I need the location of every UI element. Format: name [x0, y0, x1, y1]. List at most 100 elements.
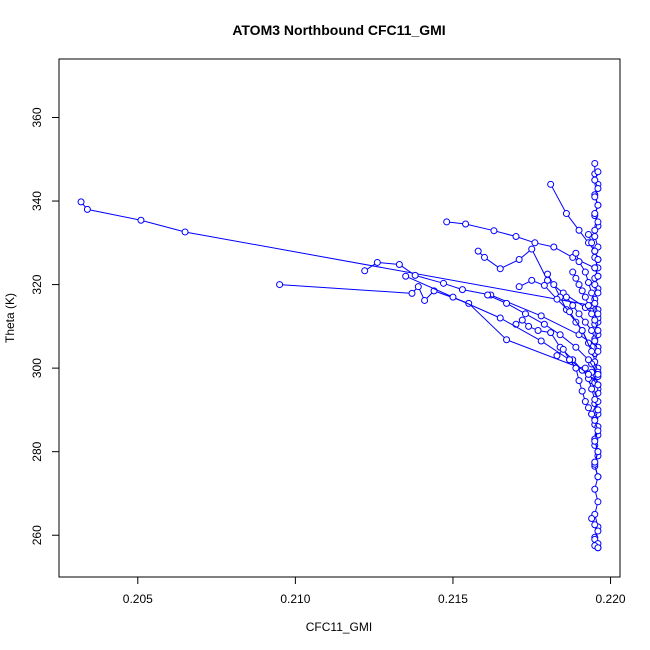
data-point [591, 485, 599, 493]
data-point [588, 385, 596, 393]
series-line [556, 348, 596, 419]
data-point [575, 258, 583, 266]
data-point [591, 193, 599, 201]
x-axis: 0.205 0.210 0.215 0.220 [123, 576, 626, 606]
data-point [83, 205, 91, 213]
data-point [562, 293, 570, 301]
data-point [559, 345, 567, 353]
data-point [395, 261, 403, 269]
data-point [594, 544, 602, 552]
data-point [550, 281, 558, 289]
y-tick-label: 360 [30, 107, 44, 127]
data-point [588, 327, 596, 335]
data-point [591, 521, 599, 529]
data-point [496, 314, 504, 322]
data-point [569, 301, 577, 309]
data-point [591, 210, 599, 218]
data-point [474, 247, 482, 255]
series-2 [361, 258, 602, 351]
data-point [525, 322, 533, 330]
data-point [575, 281, 583, 289]
data-point [594, 427, 602, 435]
data-point [550, 243, 558, 251]
data-point [588, 515, 596, 523]
series-0 [77, 198, 602, 326]
data-point [578, 387, 586, 395]
data-point [591, 458, 599, 466]
data-point [518, 316, 526, 324]
data-point [528, 245, 536, 253]
data-point [591, 437, 599, 445]
data-point [591, 395, 599, 403]
data-point [521, 310, 529, 318]
data-point [584, 404, 592, 412]
x-tick-label: 0.215 [438, 592, 468, 606]
data-point [575, 226, 583, 234]
data-point [484, 291, 492, 299]
data-point [449, 293, 457, 301]
x-tick-label: 0.210 [280, 592, 310, 606]
data-point [402, 272, 410, 280]
data-point [594, 370, 602, 378]
x-axis-label: CFC11_GMI [306, 620, 372, 634]
data-point [537, 337, 545, 345]
data-point [591, 159, 599, 167]
series-line [550, 184, 599, 260]
data-point [443, 218, 451, 226]
data-point [547, 329, 555, 337]
data-point [594, 201, 602, 209]
data-point [503, 336, 511, 344]
y-tick-label: 320 [30, 274, 44, 294]
series-line [584, 367, 599, 463]
data-point [411, 271, 419, 279]
chart-title: ATOM3 Northbound CFC11_GMI [232, 22, 445, 38]
data-point [575, 377, 583, 385]
series-20 [402, 272, 602, 389]
data-point [591, 233, 599, 241]
data-point [556, 331, 564, 339]
data-point [531, 239, 539, 247]
plot-frame [58, 58, 621, 578]
data-point [591, 416, 599, 424]
x-tick-label: 0.205 [123, 592, 153, 606]
data-point [361, 267, 369, 275]
series-14 [581, 364, 602, 466]
data-point [77, 198, 85, 206]
data-point [421, 296, 429, 304]
data-point [594, 185, 602, 192]
data-point [515, 283, 523, 291]
y-tick-label: 340 [30, 191, 44, 211]
data-point [537, 312, 545, 320]
data-point [591, 264, 599, 272]
data-point [591, 316, 599, 324]
data-point [591, 226, 599, 234]
data-point [588, 410, 596, 418]
data-point [588, 239, 596, 247]
data-point [594, 256, 602, 264]
data-point [544, 270, 552, 278]
data-point [566, 308, 574, 316]
y-tick-label: 300 [30, 358, 44, 378]
data-point [462, 220, 470, 228]
data-point [594, 327, 602, 335]
data-point [591, 176, 599, 184]
data-point [276, 281, 284, 289]
series-15 [584, 230, 602, 297]
data-point [408, 289, 416, 297]
data-point [572, 343, 580, 351]
data-point [575, 310, 583, 318]
data-point [528, 276, 536, 284]
y-axis-label: Theta (K) [3, 293, 17, 343]
data-point [584, 301, 592, 309]
data-point [480, 253, 488, 261]
data-point [591, 299, 599, 307]
data-point [496, 265, 504, 273]
data-point [581, 318, 589, 326]
data-point [584, 230, 592, 238]
data-point [512, 233, 520, 241]
y-axis: 260 280 300 320 340 360 [30, 107, 60, 545]
series-18 [588, 515, 602, 552]
data-point [591, 247, 599, 255]
data-point [181, 228, 189, 236]
data-point [581, 268, 589, 276]
